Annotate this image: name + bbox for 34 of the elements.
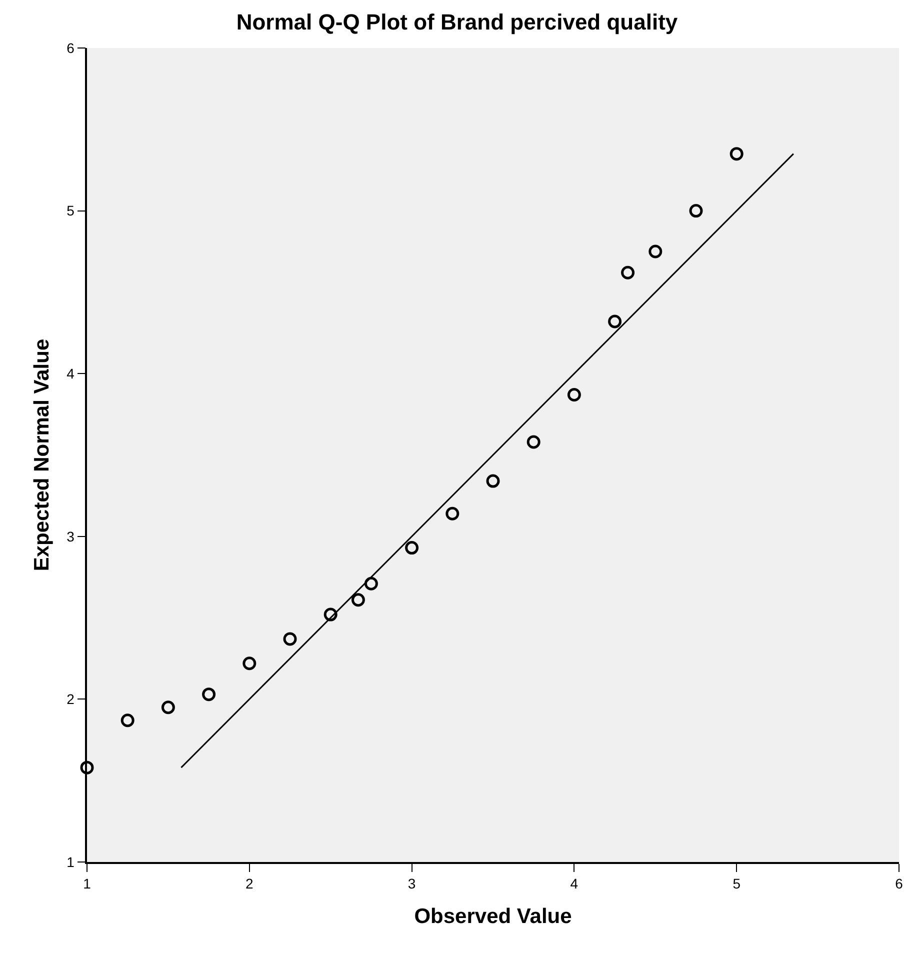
- point: [567, 388, 581, 402]
- point: [526, 435, 540, 449]
- x-axis-title: Observed Value: [414, 905, 572, 928]
- point: [351, 593, 365, 607]
- point: [161, 700, 175, 714]
- point: [202, 688, 216, 702]
- y-tick-label: 5: [66, 202, 75, 219]
- x-tick-label: 2: [246, 876, 254, 892]
- y-tick-label: 1: [66, 854, 75, 870]
- point: [648, 244, 662, 258]
- point: [486, 474, 500, 488]
- x-tick-label: 1: [83, 876, 92, 892]
- point: [405, 541, 419, 555]
- point: [242, 656, 256, 670]
- y-tick-label: 2: [66, 691, 75, 708]
- y-axis-title: Expected Normal Value: [30, 338, 54, 572]
- y-tick-label: 4: [66, 366, 75, 382]
- point: [446, 506, 460, 520]
- y-tick-label: 3: [66, 528, 75, 544]
- point: [621, 266, 635, 280]
- point: [80, 760, 94, 774]
- x-tick-label: 4: [570, 876, 578, 892]
- point: [120, 714, 134, 728]
- x-tick-label: 5: [732, 876, 741, 892]
- x-tick-label: 6: [895, 876, 904, 892]
- point: [283, 632, 297, 646]
- y-tick-label: 6: [66, 40, 75, 56]
- point: [730, 147, 744, 161]
- point: [324, 608, 338, 622]
- point: [364, 576, 378, 590]
- chart-title: Normal Q-Q Plot of Brand percived quality: [236, 10, 678, 35]
- point: [608, 314, 622, 328]
- x-tick-label: 3: [408, 876, 416, 892]
- point: [689, 204, 703, 218]
